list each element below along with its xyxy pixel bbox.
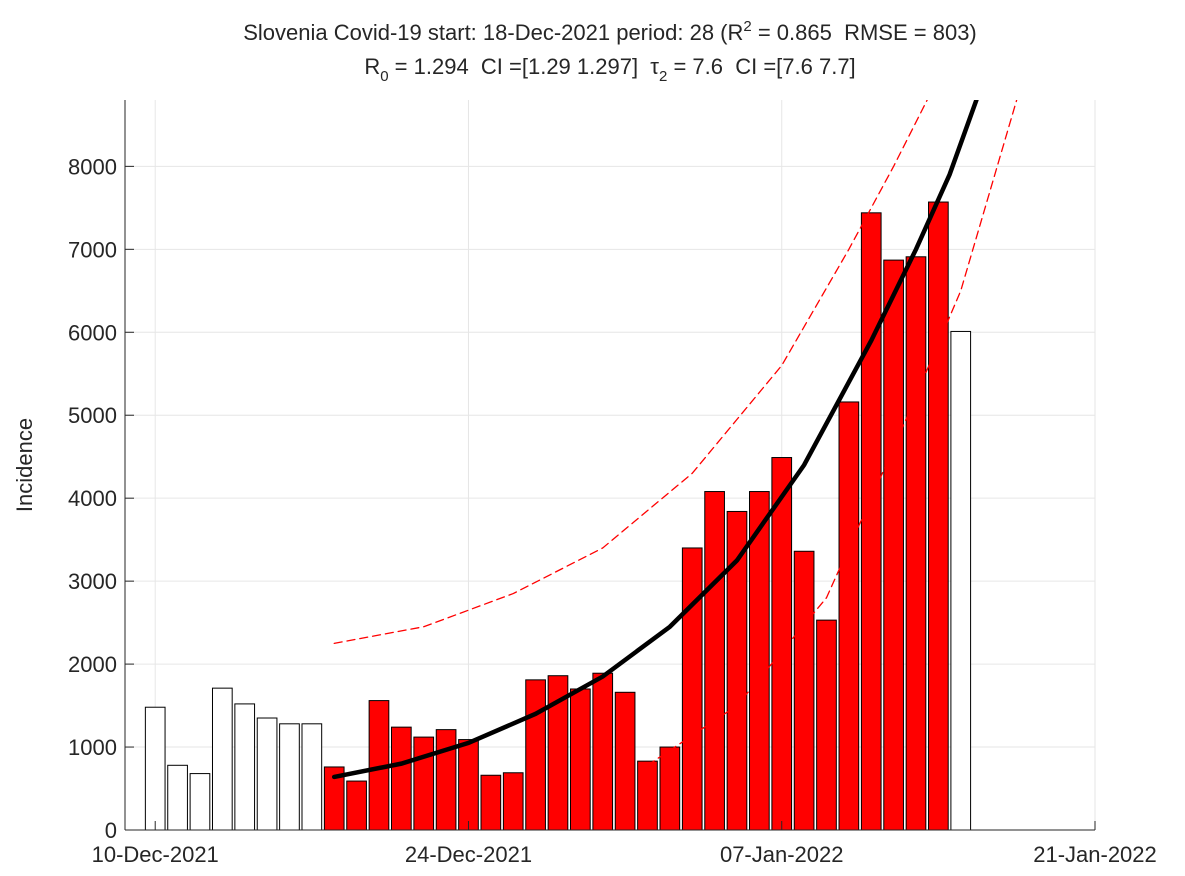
chart-subtitle: R0 = 1.294 CI =[1.29 1.297] τ2 = 7.6 CI … (364, 54, 855, 85)
bar (928, 201, 949, 831)
y-tick-label: 0 (105, 818, 117, 843)
bar (413, 736, 435, 831)
bar (681, 547, 703, 831)
subtitle-part: R (364, 54, 380, 79)
bar (704, 491, 725, 831)
y-tick-label: 4000 (68, 486, 117, 511)
bar (301, 723, 323, 831)
chart-title: Slovenia Covid-19 start: 18-Dec-2021 per… (243, 18, 977, 45)
y-tick-label: 3000 (68, 569, 117, 594)
x-tick-label: 24-Dec-2021 (405, 842, 532, 867)
bar (279, 723, 300, 831)
bar (189, 773, 211, 831)
bar (592, 672, 614, 831)
bar (390, 726, 412, 831)
confidence-line (646, 100, 1018, 766)
bar (167, 764, 188, 831)
y-tick-label: 2000 (68, 652, 117, 677)
bar (256, 717, 278, 831)
bar (502, 772, 524, 831)
bar (480, 774, 502, 831)
bar (950, 330, 972, 831)
x-tick-label: 07-Jan-2022 (720, 842, 844, 867)
bar (905, 256, 927, 831)
title-part: Slovenia Covid-19 start: 18-Dec-2021 per… (243, 20, 743, 45)
bar (614, 691, 636, 831)
y-axis-label: Incidence (12, 418, 37, 512)
bar (570, 688, 591, 831)
subtitle-part: = 1.294 CI =[1.29 1.297] τ (389, 54, 660, 79)
title-sup: 2 (743, 18, 751, 35)
confidence-line (333, 100, 928, 645)
subtitle-sub: 0 (380, 68, 388, 85)
subtitle-sub: 2 (659, 68, 667, 85)
bar (793, 550, 815, 831)
bar (234, 703, 256, 831)
bar (860, 212, 882, 831)
x-tick-label: 10-Dec-2021 (92, 842, 219, 867)
bar (637, 760, 658, 831)
subtitle-part: = 7.6 CI =[7.6 7.7] (667, 54, 855, 79)
bar (883, 259, 904, 831)
y-tick-label: 8000 (68, 154, 117, 179)
x-tick-label: 21-Jan-2022 (1033, 842, 1157, 867)
bar (659, 746, 681, 831)
bar (816, 619, 837, 831)
bar (525, 679, 546, 831)
title-part: = 0.865 RMSE = 803) (752, 20, 977, 45)
fit-line (331, 100, 979, 780)
bar (211, 687, 233, 831)
bar (144, 706, 166, 831)
y-tick-label: 5000 (68, 403, 117, 428)
bar (346, 780, 367, 831)
y-tick-label: 1000 (68, 735, 117, 760)
y-tick-label: 7000 (68, 237, 117, 262)
bar (458, 739, 479, 831)
y-tick-label: 6000 (68, 320, 117, 345)
bar (838, 401, 860, 831)
bar (749, 491, 770, 831)
bar (435, 729, 457, 831)
